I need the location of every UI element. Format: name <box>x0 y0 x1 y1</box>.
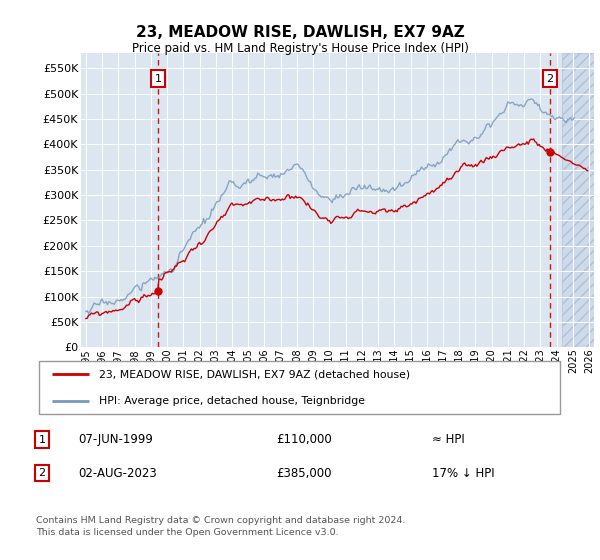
FancyBboxPatch shape <box>38 361 560 414</box>
Text: Price paid vs. HM Land Registry's House Price Index (HPI): Price paid vs. HM Land Registry's House … <box>131 42 469 55</box>
Bar <box>562 53 594 347</box>
Text: 1: 1 <box>38 435 46 445</box>
Text: 1: 1 <box>154 73 161 83</box>
Text: 2: 2 <box>38 468 46 478</box>
Text: £385,000: £385,000 <box>276 466 331 480</box>
Text: 02-AUG-2023: 02-AUG-2023 <box>78 466 157 480</box>
Text: ≈ HPI: ≈ HPI <box>432 433 465 446</box>
Text: 2: 2 <box>546 73 553 83</box>
Text: 23, MEADOW RISE, DAWLISH, EX7 9AZ (detached house): 23, MEADOW RISE, DAWLISH, EX7 9AZ (detac… <box>100 369 410 379</box>
Text: Contains HM Land Registry data © Crown copyright and database right 2024.
This d: Contains HM Land Registry data © Crown c… <box>36 516 406 537</box>
Text: 23, MEADOW RISE, DAWLISH, EX7 9AZ: 23, MEADOW RISE, DAWLISH, EX7 9AZ <box>136 25 464 40</box>
Text: HPI: Average price, detached house, Teignbridge: HPI: Average price, detached house, Teig… <box>100 396 365 407</box>
Text: 17% ↓ HPI: 17% ↓ HPI <box>432 466 494 480</box>
Text: £110,000: £110,000 <box>276 433 332 446</box>
Text: 07-JUN-1999: 07-JUN-1999 <box>78 433 153 446</box>
